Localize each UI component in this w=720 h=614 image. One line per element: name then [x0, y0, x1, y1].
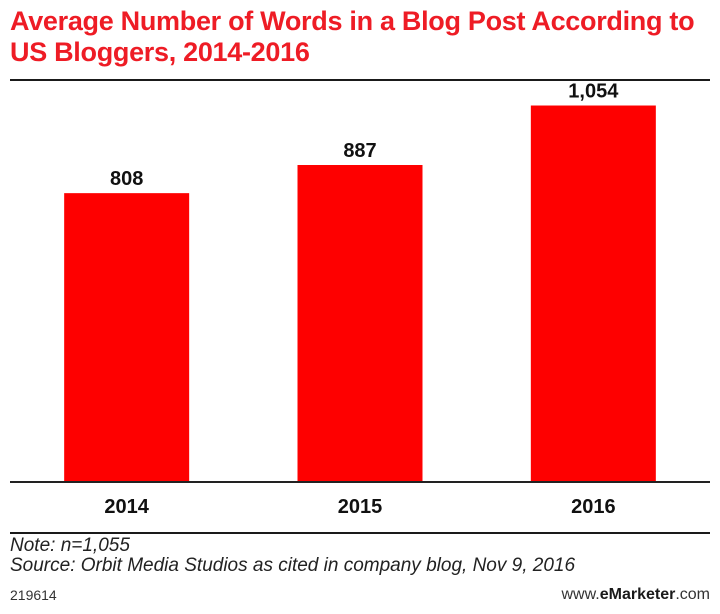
bottom-divider [10, 532, 710, 534]
chart-note: Note: n=1,055 [10, 535, 130, 556]
x-tick-label-2015: 2015 [338, 496, 383, 518]
bar-2015 [297, 165, 423, 481]
value-label-2014: 808 [110, 168, 143, 190]
bar-chart: 808 2014 887 2015 1,054 2016 [10, 81, 710, 518]
chart-source: Source: Orbit Media Studios as cited in … [10, 555, 576, 576]
bar-2014 [64, 193, 190, 481]
site-brand: eMarketer [599, 586, 676, 603]
value-label-2015: 887 [343, 140, 376, 162]
bar-2016 [530, 105, 656, 481]
site-suffix: .com [675, 586, 710, 603]
x-tick-label-2014: 2014 [104, 496, 149, 518]
top-divider [10, 79, 710, 81]
site-prefix: www. [561, 586, 600, 603]
site-credit: www.eMarketer.com [561, 586, 710, 604]
value-label-2016: 1,054 [568, 81, 619, 103]
chart-id: 219614 [10, 587, 57, 603]
x-tick-label-2016: 2016 [571, 496, 616, 518]
chart-title: Average Number of Words in a Blog Post A… [10, 6, 695, 67]
